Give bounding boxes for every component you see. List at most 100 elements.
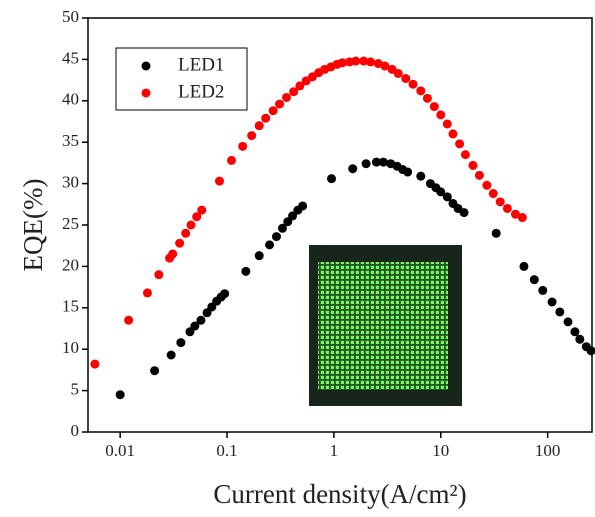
point <box>175 238 185 248</box>
point <box>176 338 186 348</box>
point <box>190 321 200 331</box>
point <box>555 307 565 317</box>
point <box>186 220 196 230</box>
point <box>261 113 271 123</box>
point <box>547 297 557 307</box>
inset-photo <box>309 245 462 406</box>
point <box>124 315 134 325</box>
legend-label: LED1 <box>178 54 224 75</box>
y-tick-label: 30 <box>62 173 79 192</box>
point <box>442 192 452 202</box>
point <box>277 223 287 233</box>
point <box>359 56 369 66</box>
point <box>436 187 446 197</box>
point <box>488 189 498 199</box>
legend-marker <box>141 61 151 71</box>
point <box>422 93 432 103</box>
y-tick-label: 40 <box>62 90 79 109</box>
point <box>502 203 512 213</box>
y-tick-label: 35 <box>62 131 79 150</box>
point <box>586 346 595 356</box>
point <box>401 73 411 83</box>
point <box>268 106 278 116</box>
point <box>455 139 465 149</box>
point <box>416 86 426 96</box>
point <box>348 164 358 174</box>
point <box>271 232 281 242</box>
y-tick-label: 20 <box>62 255 79 274</box>
point <box>474 170 484 180</box>
point <box>192 212 202 222</box>
point <box>563 317 573 327</box>
point <box>196 315 206 325</box>
point <box>416 171 426 181</box>
y-axis-label: EQE(%) <box>18 179 48 272</box>
point <box>214 176 224 186</box>
point <box>166 350 176 360</box>
legend-marker <box>141 88 151 98</box>
point <box>197 205 207 215</box>
point <box>220 289 230 299</box>
point <box>380 61 390 71</box>
point <box>510 209 520 219</box>
y-tick-label: 25 <box>62 214 79 233</box>
point <box>238 141 248 151</box>
y-tick-label: 5 <box>71 380 80 399</box>
point <box>337 58 347 68</box>
point <box>275 99 285 109</box>
y-tick-label: 0 <box>71 421 80 440</box>
x-tick-label: 0.01 <box>105 441 135 460</box>
point <box>298 201 308 211</box>
point <box>115 390 125 400</box>
legend-label: LED2 <box>178 81 224 102</box>
point <box>327 174 337 184</box>
point <box>429 102 439 112</box>
point <box>491 228 501 238</box>
point <box>403 167 413 177</box>
point <box>154 270 164 280</box>
x-tick-label: 100 <box>535 441 561 460</box>
point <box>408 79 418 89</box>
point <box>460 150 470 160</box>
point <box>378 157 388 167</box>
point <box>254 251 264 261</box>
point <box>150 366 160 376</box>
y-tick-label: 45 <box>62 48 79 67</box>
x-tick-label: 1 <box>330 441 339 460</box>
point <box>361 159 371 169</box>
x-axis-label: Current density(A/cm²) <box>213 479 466 509</box>
point <box>281 92 291 102</box>
point <box>529 275 539 285</box>
point <box>241 266 251 276</box>
point <box>482 180 492 190</box>
point <box>468 160 478 170</box>
x-tick-label: 10 <box>432 441 449 460</box>
y-tick-label: 10 <box>62 338 79 357</box>
point <box>90 359 100 369</box>
x-tick-label: 0.1 <box>216 441 237 460</box>
point <box>366 57 376 67</box>
point <box>519 261 529 271</box>
point <box>254 121 264 131</box>
point <box>575 334 585 344</box>
point <box>371 157 381 167</box>
legend-box <box>115 47 248 111</box>
point <box>393 68 403 78</box>
point <box>181 228 191 238</box>
point <box>538 285 548 295</box>
point <box>459 208 469 218</box>
point <box>142 288 152 298</box>
point <box>295 81 305 91</box>
point <box>226 155 236 165</box>
point <box>436 110 446 120</box>
point <box>570 327 580 337</box>
point <box>517 213 527 223</box>
point <box>247 131 257 141</box>
point <box>288 211 298 221</box>
point <box>289 87 299 97</box>
point <box>495 197 505 207</box>
point <box>448 129 458 139</box>
y-tick-label: 50 <box>62 7 79 26</box>
